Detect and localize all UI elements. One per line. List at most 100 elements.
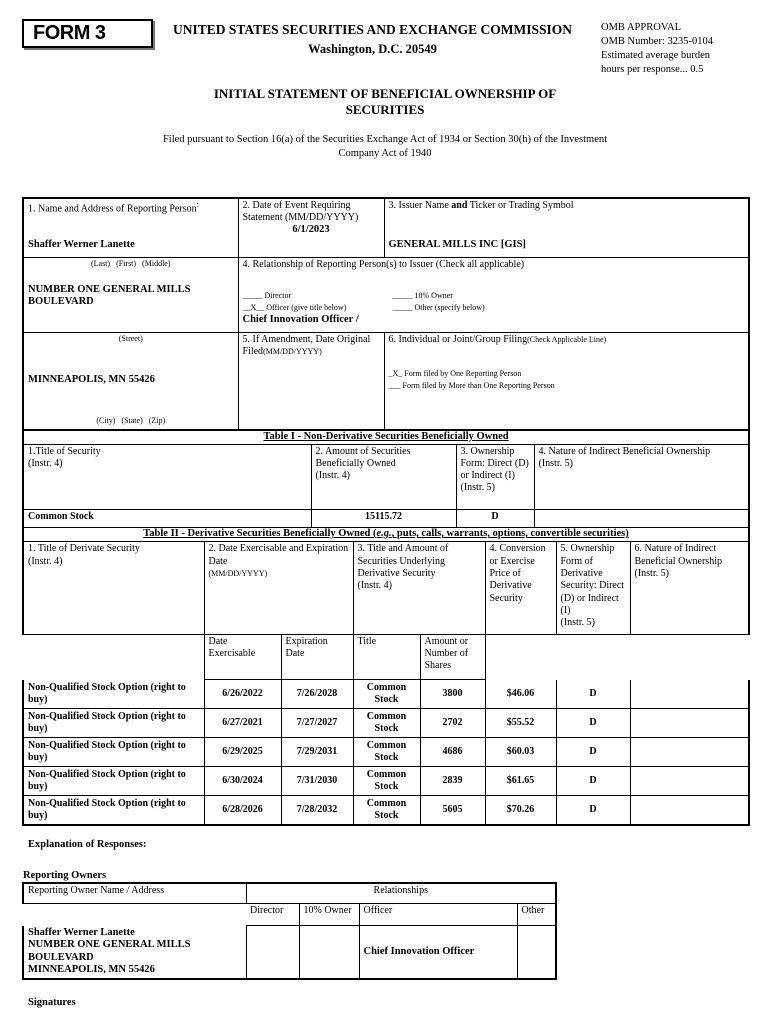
table2-row-nature [629,766,750,797]
table2-row-title: Common Stock [352,737,421,768]
table2-row-title: Common Stock [352,795,421,827]
cell-last-first-middle: (Last) (First) (Middle) NUMBER ONE GENER… [22,257,239,333]
table2-row-expiration-date: 7/26/2028 [280,679,354,710]
commission-header: UNITED STATES SECURITIES AND EXCHANGE CO… [150,22,595,57]
table2-row-ownership: D [555,708,631,739]
table2-row-date-exercisable: 6/28/2026 [203,795,282,827]
director-value-cell [245,925,300,981]
table2-header-dates: 2. Date Exercisable and Expiration Date(… [203,541,354,636]
officer-column-header: Officer [358,903,518,927]
table2-row-ownership: D [555,766,631,797]
table2-row-nature [629,679,750,710]
omb-line: OMB APPROVAL [601,22,682,33]
reporting-owners-table: Reporting Owner Name / Address Relations… [22,882,558,981]
table2-row-security: Non-Qualified Stock Option (right to buy… [22,766,205,797]
table2-row-nature [629,737,750,768]
director-checkbox: _____ Director [242,291,292,301]
other-value-cell [516,925,558,981]
table1-amount-value: 15115.72 [310,509,457,529]
table2-row-price: $60.03 [484,737,557,768]
officer-title-value: Chief Innovation Officer / [242,314,359,326]
owner-city-line: MINNEAPOLIS, MN 55426 [28,964,155,976]
cell-date-of-event: 2. Date of Event Requiring Statement (MM… [237,197,385,258]
signatures-heading: Signatures [28,997,76,1008]
table2-subheader-spacer [23,635,204,680]
table2-row-shares: 2702 [419,708,486,739]
name-address-label: 1. Name and Address of Reporting Person: [28,200,199,215]
form3-badge-label: FORM 3 [33,22,106,44]
table2-row-security: Non-Qualified Stock Option (right to buy… [22,737,205,768]
ten-percent-owner-column-header: 10% Owner [298,903,360,927]
cell-city-state-zip: (Street) MINNEAPOLIS, MN 55426 (City) (S… [22,332,239,431]
issuer-name-label: 3. Issuer Name and Ticker or Trading Sym… [388,200,574,211]
relationships-header: Relationships [245,882,558,905]
reporting-owner-name-cell: Shaffer Werner Lanette NUMBER ONE GENERA… [22,925,247,981]
table2-subheader-date-exercisable: Date Exercisable [203,634,282,681]
table2-title: Table II - Derivative Securities Benefic… [22,528,750,543]
table2-row-expiration-date: 7/28/2032 [280,795,354,827]
table2-row-shares: 2839 [419,766,486,797]
officer-checkbox: __X__ Officer (give title below) [242,303,347,313]
table1-header-ownership-form: 3. Ownership Form: Direct (D) or Indirec… [455,444,535,511]
table2-row-security: Non-Qualified Stock Option (right to buy… [22,708,205,739]
table2-row-nature [629,795,750,827]
date-of-event-value: 6/1/2023 [292,224,330,235]
form-body: 1. Name and Address of Reporting Person:… [21,197,751,1008]
relationship-checklist: _____ Director _____ 10% Owner __X__ Offi… [243,290,745,327]
table1-security-value: Common Stock [22,509,312,529]
table2-row-date-exercisable: 6/26/2022 [203,679,282,710]
table2-row-expiration-date: 7/27/2027 [280,708,354,739]
table2-row-price: $61.65 [484,766,557,797]
table2-row-title: Common Stock [352,679,421,710]
omb-line: Estimated average burden [601,49,711,61]
ten-percent-owner-checkbox: _____ 10% Owner [392,291,453,301]
reporting-person-table: 1. Name and Address of Reporting Person:… [22,197,750,431]
table2-row-shares: 4686 [419,737,486,768]
table2-row-security: Non-Qualified Stock Option (right to buy… [22,679,205,710]
owner-name-line: Shaffer Werner Lanette [28,926,135,938]
issuer-name-value: GENERAL MILLS INC [GIS] [388,239,526,251]
table2-header-ownership-form: 5. Ownership Form of Derivative Security… [555,541,631,636]
document-title: INITIAL STATEMENT OF BENEFICIAL OWNERSHI… [213,86,557,118]
last-first-middle-label: (Last) (First) (Middle) [90,259,171,268]
table2-row-date-exercisable: 6/29/2025 [203,737,282,768]
explanation-of-responses: Explanation of Responses: [28,839,147,851]
amendment-label: 5. If Amendment, Date Original Filed(MM/… [242,334,371,357]
table2-row-nature [629,708,750,739]
cell-relationship: 4. Relationship of Reporting Person(s) t… [237,257,750,333]
table2-row-ownership: D [555,679,631,710]
cell-filing-type: 6. Individual or Joint/Group Filing(Chec… [383,332,750,431]
other-checkbox: _____ Other (specify below) [392,303,485,313]
filing-type-options: _X_ Form filed by One Reporting Person _… [389,368,745,392]
director-column-header: Director [246,903,300,927]
table2-header-nature-indirect: 6. Nature of Indirect Beneficial Ownersh… [629,541,750,636]
table2-subheader-spacer [485,635,749,680]
table2-row-ownership: D [555,737,631,768]
officer-value-cell: Chief Innovation Officer [358,925,518,981]
cell-name-address: 1. Name and Address of Reporting Person:… [22,197,239,258]
table2-row-expiration-date: 7/31/2030 [280,766,354,797]
cell-issuer-name: 3. Issuer Name and Ticker or Trading Sym… [383,197,750,258]
table2-header-underlying: 3. Title and Amount of Securities Underl… [352,541,486,636]
table1-header-nature-indirect: 4. Nature of Indirect Beneficial Ownersh… [533,444,751,511]
table2-row-shares: 3800 [419,679,486,710]
table1-non-derivative: Table I - Non-Derivative Securities Bene… [21,431,751,529]
table2-row-security: Non-Qualified Stock Option (right to buy… [22,795,205,827]
owner-address-line: NUMBER ONE GENERAL MILLS BOULEVARD [28,939,191,963]
table2-row-ownership: D [555,795,631,827]
city-state-zip-value: MINNEAPOLIS, MN 55426 [28,373,155,385]
table2-row-expiration-date: 7/29/2031 [280,737,354,768]
commission-title: UNITED STATES SECURITIES AND EXCHANGE CO… [173,22,572,37]
table2-header-price: 4. Conversion or Exercise Price of Deriv… [484,541,557,636]
street-label: (Street) [118,334,143,343]
reporting-person-name: Shaffer Werner Lanette [28,239,135,251]
cell-amendment: 5. If Amendment, Date Original Filed(MM/… [237,332,385,431]
filed-pursuant-note: Filed pursuant to Section 16(a) of the S… [162,134,608,159]
table2-row-price: $46.06 [484,679,557,710]
joint-filing-checkbox: ___ Form filed by More than One Reportin… [388,381,555,390]
reporting-owners-heading: Reporting Owners [23,870,107,882]
street-address-value: NUMBER ONE GENERAL MILLS BOULEVARD [28,283,191,308]
date-of-event-label: 2. Date of Event Requiring Statement (MM… [242,200,359,223]
omb-approval-block: OMB APPROVAL OMB Number: 3235-0104 Estim… [601,21,766,76]
